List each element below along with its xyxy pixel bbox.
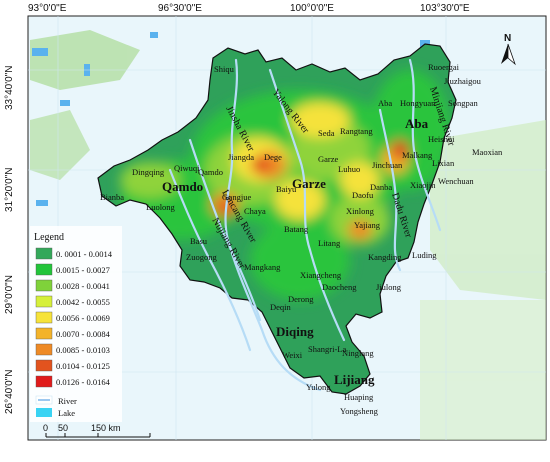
- legend-swatch: [35, 295, 53, 308]
- place-label: Garze: [318, 154, 339, 164]
- scale-label: 50: [58, 423, 68, 433]
- north-label: N: [504, 33, 511, 44]
- place-label: Danba: [370, 182, 392, 192]
- place-label: Jinchuan: [372, 160, 403, 170]
- place-label: Malkang: [402, 150, 433, 160]
- place-labels: Shiqu Seda Aba Hongyuan Songpan Ruoergai…: [100, 62, 503, 416]
- place-label: Luhuo: [338, 164, 360, 174]
- place-label: Rangtang: [340, 126, 373, 136]
- legend-swatch: [35, 247, 53, 260]
- place-label: Litang: [318, 238, 341, 248]
- place-label: Jiangda: [228, 152, 254, 162]
- place-label: Chaya: [244, 206, 266, 216]
- place-label: Huaping: [344, 392, 374, 402]
- left-axis-ticks: 33°40'0"N 31°20'0"N 29°0'0"N 26°40'0"N: [4, 66, 15, 415]
- place-label: Jiuzhaigou: [444, 76, 482, 86]
- scale-bar: 0 50 150 km: [43, 423, 151, 438]
- legend-river-label: River: [58, 396, 77, 406]
- place-label: Qamdo: [198, 167, 223, 177]
- place-label: Weixi: [282, 350, 303, 360]
- legend-swatch: [35, 279, 53, 292]
- place-label: Luding: [412, 250, 437, 260]
- legend: Legend 0. 0001 - 0.0014 0.0015 - 0.0027 0.…: [30, 226, 122, 422]
- legend-item-label: 0.0028 - 0.0041: [56, 281, 110, 291]
- legend-lake-label: Lake: [58, 408, 75, 418]
- legend-item-label: 0.0085 - 0.0103: [56, 345, 110, 355]
- legend-swatch: [35, 311, 53, 324]
- place-label: Xiangcheng: [300, 270, 342, 280]
- left-tick-0: 33°40'0"N: [4, 66, 15, 111]
- legend-item-label: 0.0104 - 0.0125: [56, 361, 110, 371]
- top-tick-2: 100°0'0"E: [290, 3, 334, 14]
- legend-item-label: 0. 0001 - 0.0014: [56, 249, 113, 259]
- place-label: Wenchuan: [438, 176, 474, 186]
- place-label: Hongyuan: [400, 98, 436, 108]
- region-label: Diqing: [276, 324, 314, 339]
- place-label: Zuogong: [186, 252, 217, 262]
- legend-item-label: 0.0015 - 0.0027: [56, 265, 110, 275]
- legend-title: Legend: [34, 232, 64, 243]
- place-label: Shiqu: [214, 64, 235, 74]
- scale-label: 150 km: [91, 423, 121, 433]
- legend-swatch: [35, 327, 53, 340]
- region-label: Qamdo: [162, 179, 203, 194]
- place-label: Dege: [264, 152, 282, 162]
- legend-swatch: [35, 343, 53, 356]
- place-label: Maoxian: [472, 147, 503, 157]
- place-label: Songpan: [448, 98, 479, 108]
- place-label: Kangding: [368, 252, 402, 262]
- place-label: Dingqing: [132, 167, 165, 177]
- place-label: Baiyu: [276, 184, 297, 194]
- place-label: Seda: [318, 128, 335, 138]
- legend-lake-swatch: [36, 408, 52, 417]
- region-label: Lijiang: [334, 372, 375, 387]
- place-label: Deqin: [270, 302, 292, 312]
- region-labels: Qamdo Garze Aba Diqing Lijiang: [162, 116, 429, 387]
- legend-item-label: 0.0070 - 0.0084: [56, 329, 111, 339]
- legend-item-label: 0.0042 - 0.0055: [56, 297, 110, 307]
- place-label: Mangkang: [244, 262, 281, 272]
- region-label: Garze: [292, 176, 326, 191]
- place-label: Batang: [284, 224, 309, 234]
- place-label: Yulong: [306, 382, 331, 392]
- top-tick-0: 93°0'0"E: [28, 3, 67, 14]
- legend-swatch: [35, 359, 53, 372]
- rivers: [168, 58, 442, 392]
- study-area: [97, 43, 457, 395]
- place-label: Yajiang: [354, 220, 381, 230]
- top-tick-1: 96°30'0"E: [158, 3, 202, 14]
- place-label: Lixian: [432, 158, 455, 168]
- place-label: Shangri-La: [308, 344, 346, 354]
- scale-label: 0: [43, 423, 48, 433]
- place-label: Heishui: [428, 134, 455, 144]
- legend-swatch: [35, 263, 53, 276]
- place-label: Bianba: [100, 192, 124, 202]
- place-label: Xiaojin: [410, 180, 436, 190]
- place-label: Xinlong: [346, 206, 375, 216]
- place-label: Aba: [378, 98, 392, 108]
- top-tick-3: 103°30'0"E: [420, 3, 470, 14]
- place-label: Ruoergai: [428, 62, 460, 72]
- place-label: Daocheng: [322, 282, 357, 292]
- place-label: Derong: [288, 294, 314, 304]
- legend-swatch: [35, 375, 53, 388]
- left-tick-2: 29°0'0"N: [4, 275, 15, 314]
- legend-item-label: 0.0126 - 0.0164: [56, 377, 111, 387]
- left-tick-1: 31°20'0"N: [4, 168, 15, 213]
- place-label: Daofu: [352, 190, 374, 200]
- north-arrow-icon: N: [501, 33, 516, 66]
- top-axis-ticks: 93°0'0"E 96°30'0"E 100°0'0"E 103°30'0"E: [28, 3, 470, 14]
- place-label: Yongsheng: [340, 406, 379, 416]
- place-label: Gongjue: [222, 192, 252, 202]
- place-label: Luolong: [146, 202, 176, 212]
- left-tick-3: 26°40'0"N: [4, 370, 15, 415]
- place-label: Qiwuqi: [174, 163, 200, 173]
- place-label: Jiulong: [376, 282, 402, 292]
- region-label: Aba: [405, 116, 429, 131]
- place-label: Basu: [190, 236, 208, 246]
- legend-item-label: 0.0056 - 0.0069: [56, 313, 110, 323]
- place-label: Ninglang: [342, 348, 374, 358]
- surrounding-terrain: [30, 30, 546, 440]
